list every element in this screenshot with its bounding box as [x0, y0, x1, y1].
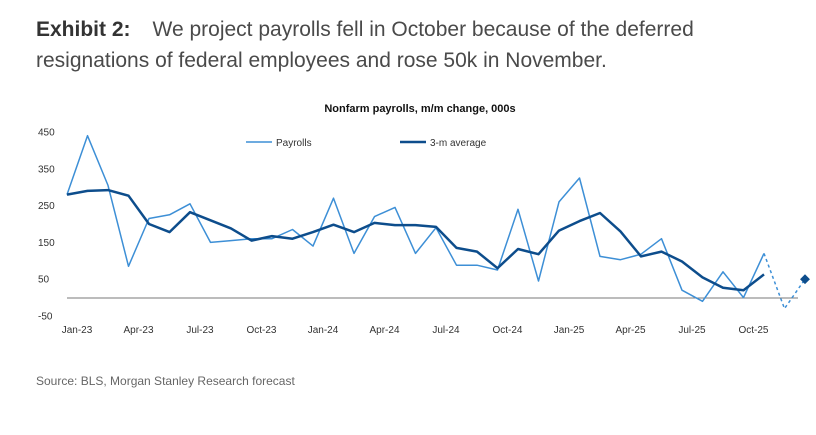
x-tick-label: Oct-24 [492, 325, 522, 336]
x-tick-label: Jan-25 [554, 325, 585, 336]
forecast-marker [800, 274, 810, 285]
x-tick-label: Apr-23 [123, 325, 153, 336]
exhibit-headline: Exhibit 2: We project payrolls fell in Oc… [36, 14, 796, 76]
y-tick-label: 450 [38, 128, 55, 139]
payrolls-chart: Nonfarm payrolls, m/m change, 000s -50 50… [38, 103, 810, 336]
source-note: Source: BLS, Morgan Stanley Research for… [36, 374, 295, 388]
x-axis: Jan-23 Apr-23 Jul-23 Oct-23 Jan-24 Apr-24 Jul-… [62, 325, 769, 336]
legend-label-3m-average: 3-m average [430, 138, 487, 149]
series-line-payrolls [66, 134, 765, 303]
legend: Payrolls 3-m average [246, 138, 487, 149]
x-tick-label: Oct-23 [246, 325, 276, 336]
x-tick-label: Apr-24 [369, 325, 399, 336]
y-tick-label: 150 [38, 238, 55, 249]
legend-label-payrolls: Payrolls [276, 138, 312, 149]
series-line-payrolls-forecast [763, 253, 806, 311]
chart-title: Nonfarm payrolls, m/m change, 000s [324, 103, 515, 115]
y-tick-label: 350 [38, 164, 55, 175]
x-tick-label: Oct-25 [738, 325, 768, 336]
y-tick-label: 250 [38, 201, 55, 212]
x-tick-label: Jul-24 [432, 325, 460, 336]
x-tick-label: Jul-25 [678, 325, 706, 336]
y-tick-label: -50 [38, 312, 53, 323]
series-group: 50k [66, 134, 810, 311]
series-line-3m-average [66, 188, 765, 292]
exhibit-label: Exhibit 2: [36, 18, 131, 41]
x-tick-label: Apr-25 [615, 325, 645, 336]
exhibit-headline-text: We project payrolls fell in October beca… [36, 18, 694, 72]
y-tick-label: 50 [38, 275, 50, 286]
x-tick-label: Jan-24 [308, 325, 339, 336]
y-axis: -50 50 150 250 350 450 [38, 128, 55, 323]
x-tick-label: Jan-23 [62, 325, 93, 336]
x-tick-label: Jul-23 [186, 325, 214, 336]
